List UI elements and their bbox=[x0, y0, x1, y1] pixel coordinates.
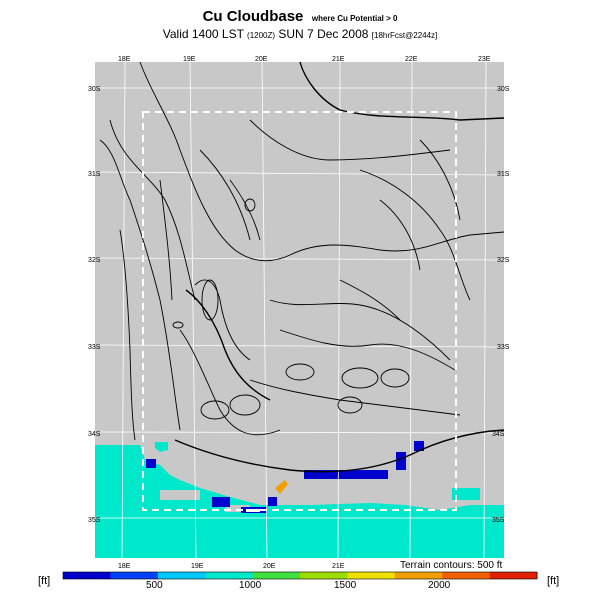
lat-label-left: 33S bbox=[88, 344, 101, 351]
lat-label-right: 35S bbox=[492, 517, 505, 524]
cloudbase-block bbox=[268, 497, 277, 506]
lon-label-bottom: 20E bbox=[263, 563, 276, 570]
terrain-contours-note: Terrain contours: 500 ft bbox=[400, 560, 503, 571]
lon-label-top: 21E bbox=[332, 56, 345, 63]
colorbar-border bbox=[62, 571, 538, 580]
title-main: Cu Cloudbase bbox=[202, 8, 304, 25]
cloudbase-block bbox=[146, 459, 156, 468]
lon-label-top: 19E bbox=[183, 56, 196, 63]
lon-label-top: 20E bbox=[255, 56, 268, 63]
lat-label-right: 33S bbox=[497, 344, 510, 351]
lat-label-left: 34S bbox=[88, 431, 101, 438]
lat-label-left: 30S bbox=[88, 86, 101, 93]
colorbar-unit-right: [ft] bbox=[547, 575, 560, 587]
colorbar-tick: 1500 bbox=[334, 580, 357, 591]
lon-label-bottom: 19E bbox=[191, 563, 204, 570]
colorbar-segment bbox=[347, 572, 396, 579]
lat-label-right: 30S bbox=[497, 86, 510, 93]
colorbar-tick: 2000 bbox=[428, 580, 451, 591]
cloudbase-block bbox=[304, 470, 388, 479]
lon-label-top: 22E bbox=[405, 56, 418, 63]
ocean-fill bbox=[95, 445, 504, 558]
cloudbase-block bbox=[396, 452, 406, 470]
colorbar-segment bbox=[489, 572, 538, 579]
colorbar-segment bbox=[205, 572, 254, 579]
land-patch bbox=[160, 490, 200, 500]
lat-label-left: 31S bbox=[88, 171, 101, 178]
colorbar-segment bbox=[394, 572, 443, 579]
colorbar-segment bbox=[442, 572, 491, 579]
cloudbase-block bbox=[414, 441, 424, 451]
title-note: where Cu Potential > 0 bbox=[311, 14, 398, 23]
lat-label-left: 32S bbox=[88, 257, 101, 264]
graticule bbox=[94, 61, 505, 559]
colorbar-segment bbox=[157, 572, 206, 579]
lat-label-left: 35S bbox=[88, 517, 101, 524]
terrain-contours bbox=[99, 61, 505, 473]
valid-date: SUN 7 Dec 2008 bbox=[278, 27, 369, 41]
mid-cloudbase-patch bbox=[275, 480, 288, 494]
cloudbase-block bbox=[212, 497, 230, 507]
lon-label-top: 23E bbox=[478, 56, 491, 63]
ocean-patch bbox=[155, 442, 168, 452]
colorbar-segment bbox=[110, 572, 159, 579]
lon-label-bottom: 21E bbox=[332, 563, 345, 570]
colorbar-tick: 1000 bbox=[239, 580, 262, 591]
colorbar-unit-left: [ft] bbox=[38, 575, 51, 587]
lat-label-right: 31S bbox=[497, 171, 510, 178]
lat-label-right: 34S bbox=[492, 431, 505, 438]
colorbar bbox=[62, 571, 538, 580]
forecast-info: [18hrFcst@2244z] bbox=[371, 31, 438, 40]
domain-boundary bbox=[142, 111, 457, 511]
colorbar-segment bbox=[252, 572, 301, 579]
ocean-patch bbox=[452, 488, 480, 500]
lon-label-top: 18E bbox=[118, 56, 131, 63]
colorbar-tick: 500 bbox=[146, 580, 163, 591]
valid-line: Valid 1400 LST (1200Z) SUN 7 Dec 2008 [1… bbox=[0, 27, 600, 41]
chart-title: Cu Cloudbase where Cu Potential > 0 bbox=[0, 8, 600, 26]
lon-label-bottom: 18E bbox=[118, 563, 131, 570]
colorbar-segment bbox=[300, 572, 348, 579]
colorbar-segment bbox=[63, 572, 111, 579]
valid-time: Valid 1400 LST bbox=[162, 27, 244, 41]
lat-label-right: 32S bbox=[497, 257, 510, 264]
valid-utc: (1200Z) bbox=[247, 31, 276, 40]
